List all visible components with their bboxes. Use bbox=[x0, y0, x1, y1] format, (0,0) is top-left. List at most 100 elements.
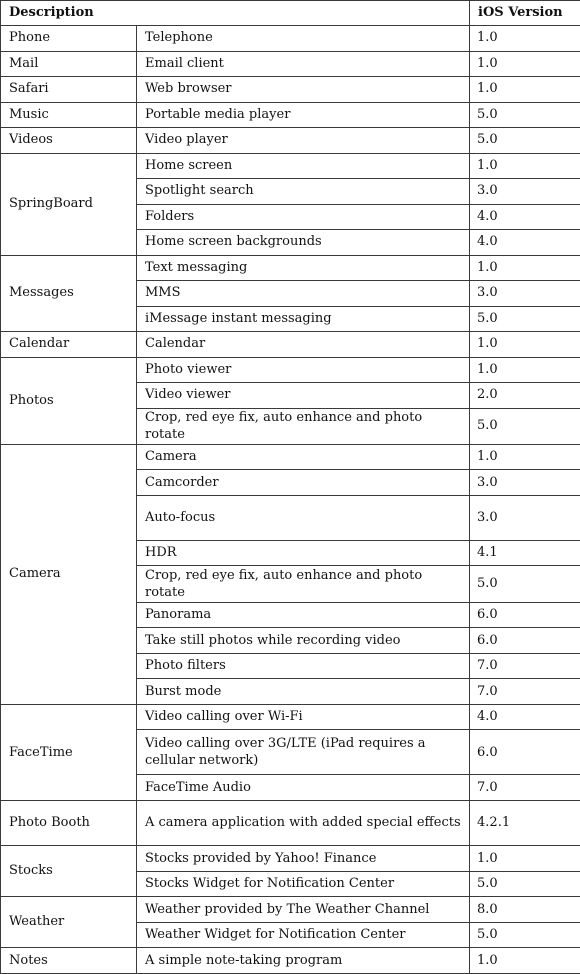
feature-cell: Web browser bbox=[135, 76, 471, 103]
feature-cell: Email client bbox=[135, 50, 471, 77]
feature-cell: Stocks provided by Yahoo! Finance bbox=[135, 845, 471, 872]
feature-cell: Telephone bbox=[135, 25, 471, 52]
table-row: FaceTime Video calling over Wi-Fi 4.0 bbox=[0, 703, 580, 801]
feature-cell: Video player bbox=[135, 127, 471, 154]
app-name-cell: Stocks bbox=[0, 845, 137, 898]
ios-version-cell: 6.0 bbox=[469, 627, 580, 654]
table-row: Spotlight search 3.0 bbox=[1, 178, 580, 205]
table-row: Video calling over 3G/LTE (iPad requires… bbox=[1, 729, 580, 776]
feature-cell: Crop, red eye fix, auto enhance and phot… bbox=[135, 565, 471, 603]
feature-cell: Panorama bbox=[135, 601, 471, 629]
feature-cell: A simple note-taking program bbox=[135, 947, 471, 974]
table-row: Safari Web browser 1.0 bbox=[0, 76, 580, 103]
table-row: Auto-focus 3.0 bbox=[1, 494, 580, 541]
app-name-cell: Calendar bbox=[0, 331, 137, 358]
table-row: HDR 4.1 bbox=[1, 539, 580, 567]
app-name-cell: Phone bbox=[0, 25, 137, 52]
ios-version-cell: 8.0 bbox=[469, 896, 580, 923]
ios-version-cell: 2.0 bbox=[469, 382, 580, 409]
ios-version-cell: 1.0 bbox=[469, 50, 580, 77]
feature-cell: Calendar bbox=[135, 331, 471, 358]
feature-cell: Take still photos while recording video bbox=[135, 627, 471, 654]
feature-cell: MMS bbox=[135, 280, 471, 307]
app-name-cell: FaceTime bbox=[0, 703, 137, 801]
table-row: Photo filters 7.0 bbox=[1, 652, 580, 680]
app-name-cell: Messages bbox=[0, 254, 137, 332]
table-row: Stocks Widget for Notification Center 5.0 bbox=[1, 870, 580, 898]
ios-version-cell: 7.0 bbox=[469, 652, 580, 680]
feature-cell: Video calling over Wi-Fi bbox=[135, 703, 471, 731]
table-row: Notes A simple note-taking program 1.0 bbox=[0, 947, 580, 974]
ios-version-cell: 1.0 bbox=[469, 845, 580, 872]
feature-cell: iMessage instant messaging bbox=[135, 305, 471, 332]
feature-cell: A camera application with added special … bbox=[135, 799, 471, 847]
app-name-cell: Weather bbox=[0, 896, 137, 949]
table-row: Video viewer 2.0 bbox=[1, 382, 580, 409]
table-body: Phone Telephone 1.0 Mail Email client 1.0 Safa… bbox=[0, 25, 580, 974]
ios-version-cell: 6.0 bbox=[469, 601, 580, 629]
ios-version-cell: 7.0 bbox=[469, 774, 580, 801]
table-row: Photos Photo viewer 1.0 bbox=[0, 356, 580, 445]
table-row: Crop, red eye fix, auto enhance and phot… bbox=[1, 565, 580, 603]
ios-version-cell: 3.0 bbox=[469, 178, 580, 205]
ios-version-cell: 5.0 bbox=[469, 565, 580, 603]
ios-version-cell: 3.0 bbox=[469, 280, 580, 307]
table-row: Phone Telephone 1.0 bbox=[0, 25, 580, 52]
ios-version-cell: 4.0 bbox=[469, 229, 580, 256]
table-row: Photo Booth A camera application with add… bbox=[0, 799, 580, 847]
table-row: Music Portable media player 5.0 bbox=[0, 101, 580, 128]
ios-version-cell: 5.0 bbox=[469, 127, 580, 154]
feature-cell: Spotlight search bbox=[135, 178, 471, 205]
ios-version-cell: 1.0 bbox=[469, 443, 580, 471]
feature-cell: Stocks Widget for Notification Center bbox=[135, 870, 471, 898]
table-row: Videos Video player 5.0 bbox=[0, 127, 580, 154]
table-row: Calendar Calendar 1.0 bbox=[0, 331, 580, 358]
feature-cell: Photo viewer bbox=[135, 356, 471, 383]
ios-version-cell: 1.0 bbox=[469, 356, 580, 383]
ios-version-cell: 1.0 bbox=[469, 25, 580, 52]
feature-cell: HDR bbox=[135, 539, 471, 567]
app-name-cell: Videos bbox=[0, 127, 137, 154]
app-name-cell: Mail bbox=[0, 50, 137, 77]
ios-version-cell: 5.0 bbox=[469, 305, 580, 332]
table-row: Stocks Stocks provided by Yahoo! Finance 1… bbox=[0, 845, 580, 898]
table-row: FaceTime Audio 7.0 bbox=[1, 774, 580, 801]
feature-cell: Video viewer bbox=[135, 382, 471, 409]
table-row: Weather Weather provided by The Weather C… bbox=[0, 896, 580, 949]
table-row: Home screen backgrounds 4.0 bbox=[1, 229, 580, 256]
ios-version-cell: 1.0 bbox=[469, 331, 580, 358]
feature-cell: Weather Widget for Notification Center bbox=[135, 921, 471, 949]
app-name-cell: Photo Booth bbox=[0, 799, 137, 847]
table-row: iMessage instant messaging 5.0 bbox=[1, 305, 580, 332]
feature-cell: Burst mode bbox=[135, 678, 471, 705]
ios-version-cell: 3.0 bbox=[469, 494, 580, 541]
header-row: Description iOS Version bbox=[0, 0, 580, 26]
ios-version-cell: 7.0 bbox=[469, 678, 580, 705]
ios-version-cell: 5.0 bbox=[469, 870, 580, 898]
feature-cell: Photo filters bbox=[135, 652, 471, 680]
app-name-cell: Safari bbox=[0, 76, 137, 103]
ios-version-cell: 5.0 bbox=[469, 101, 580, 128]
feature-cell: Home screen backgrounds bbox=[135, 229, 471, 256]
ios-version-cell: 4.0 bbox=[469, 703, 580, 731]
feature-cell: Camera bbox=[135, 443, 471, 471]
table-row: Take still photos while recording video 6… bbox=[1, 627, 580, 654]
table-row: Crop, red eye fix, auto enhance and phot… bbox=[1, 407, 580, 445]
app-name-cell: Camera bbox=[0, 443, 137, 705]
feature-cell: Camcorder bbox=[135, 469, 471, 496]
feature-cell: Home screen bbox=[135, 152, 471, 179]
app-name-cell: Photos bbox=[0, 356, 137, 445]
app-name-cell: SpringBoard bbox=[0, 152, 137, 256]
table-row: Weather Widget for Notification Center 5.… bbox=[1, 921, 580, 949]
header-ios-version: iOS Version bbox=[469, 0, 580, 26]
ios-version-cell: 1.0 bbox=[469, 254, 580, 281]
ios-version-cell: 4.1 bbox=[469, 539, 580, 567]
app-name-cell: Notes bbox=[0, 947, 137, 974]
ios-version-cell: 1.0 bbox=[469, 152, 580, 179]
header-description: Description bbox=[0, 0, 471, 26]
ios-version-cell: 6.0 bbox=[469, 729, 580, 776]
ios-version-cell: 4.2.1 bbox=[469, 799, 580, 847]
table-row: MMS 3.0 bbox=[1, 280, 580, 307]
ios-version-cell: 5.0 bbox=[469, 407, 580, 445]
